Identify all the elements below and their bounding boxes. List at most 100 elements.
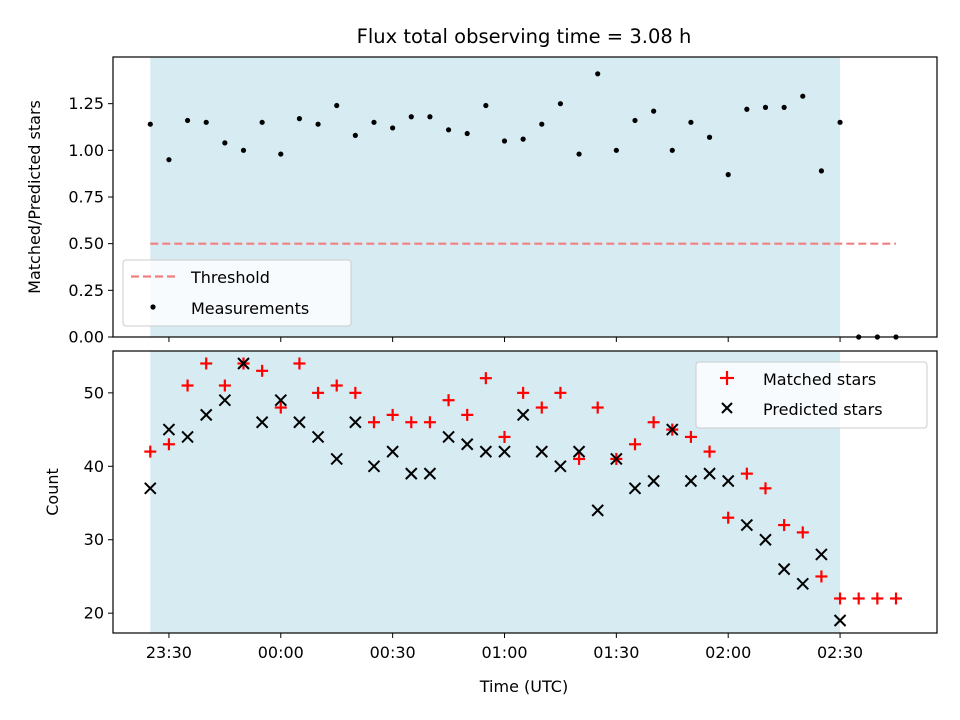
legend-measurements-swatch — [150, 304, 156, 310]
measurement-point — [408, 114, 414, 120]
top-panel: 0.00 0.25 0.50 0.75 1.00 1.25 Matched/Predict… — [25, 56, 938, 347]
predicted-star-point — [815, 548, 828, 561]
measurement-point — [595, 71, 601, 77]
bottom-y-tick-label: 50 — [84, 383, 104, 402]
top-y-tick-label: 1.00 — [68, 141, 104, 160]
x-tick-label: 01:30 — [593, 643, 639, 662]
measurement-point — [669, 147, 675, 153]
measurement-point — [222, 140, 228, 146]
predicted-star-point — [777, 562, 791, 576]
matched-star-point — [256, 364, 269, 377]
measurement-point — [334, 102, 340, 109]
predicted-star-point — [144, 482, 157, 495]
predicted-star-point — [833, 614, 847, 627]
legend-predicted-swatch — [721, 402, 733, 414]
measurement-point — [781, 104, 787, 110]
predicted-star-point — [666, 423, 679, 436]
measurement-point — [315, 121, 321, 127]
measurement-point — [632, 117, 638, 124]
predicted-star-point — [554, 460, 567, 473]
predicted-star-point — [610, 452, 623, 466]
matched-star-point — [218, 379, 231, 392]
matched-star-point — [647, 416, 660, 429]
predicted-star-point — [591, 504, 604, 517]
measurement-point — [166, 157, 172, 163]
predicted-star-point — [311, 430, 325, 444]
matched-star-point — [722, 511, 735, 524]
measurement-point — [445, 127, 452, 133]
matched-star-point — [740, 467, 753, 480]
predicted-star-point — [349, 416, 362, 429]
matched-star-point — [573, 452, 586, 465]
matched-star-point — [367, 416, 380, 429]
bottom-y-ticks: 20 30 40 50 — [84, 383, 113, 623]
measurement-point — [706, 134, 713, 140]
x-tick-label: 23:30 — [146, 643, 192, 662]
bottom-panel: 20 30 40 50 23:30 00:00 00:30 01:00 01:30 02:00 0… — [43, 350, 938, 696]
predicted-star-point — [237, 357, 250, 370]
matched-star-point — [405, 416, 418, 429]
predicted-star-point — [200, 408, 213, 422]
measurement-point — [296, 116, 303, 122]
x-tick-label: 00:00 — [258, 643, 304, 662]
legend-matched-label: Matched stars — [763, 370, 876, 389]
top-legend-box — [122, 259, 352, 327]
matched-star-point — [498, 430, 511, 443]
measurement-point — [501, 138, 508, 144]
measurement-point — [520, 136, 526, 142]
matched-star-point — [181, 379, 194, 392]
measurement-point — [147, 121, 153, 127]
legend-threshold-label: Threshold — [190, 268, 270, 287]
matched-star-point — [442, 394, 455, 407]
predicted-star-point — [572, 445, 586, 458]
measurement-point — [259, 119, 265, 125]
bottom-x-ticks: 23:30 00:00 00:30 01:00 01:30 02:00 02:30 — [146, 633, 863, 662]
predicted-star-point — [796, 577, 809, 591]
legend-predicted-label: Predicted stars — [763, 400, 883, 419]
matched-star-point — [852, 592, 865, 605]
top-legend: Threshold Measurements — [122, 259, 352, 327]
measurement-point — [390, 125, 396, 131]
matched-star-point — [834, 592, 847, 605]
matched-star-point — [628, 438, 641, 451]
top-y-axis-label: Matched/Predicted stars — [25, 100, 44, 294]
x-tick-label: 01:00 — [481, 643, 527, 662]
measurement-point — [613, 147, 619, 153]
predicted-star-point — [386, 445, 399, 458]
matched-star-point — [312, 386, 325, 399]
matched-star-point — [423, 416, 436, 429]
predicted-star-point — [647, 474, 660, 488]
measurement-point — [427, 114, 433, 120]
matched-star-point — [200, 357, 213, 370]
bottom-y-tick-label: 20 — [84, 604, 104, 623]
matched-star-point — [889, 592, 902, 605]
predicted-star-point — [461, 438, 474, 451]
predicted-star-point — [181, 430, 194, 444]
bottom-legend-box — [695, 361, 928, 429]
matched-star-point — [517, 386, 530, 399]
measurement-point — [837, 119, 843, 125]
predicted-star-point — [405, 467, 418, 480]
x-axis-label: Time (UTC) — [479, 677, 568, 696]
bottom-y-tick-label: 40 — [84, 457, 104, 476]
bottom-axes-frame — [112, 350, 938, 634]
x-tick-label: 02:00 — [705, 643, 751, 662]
measurement-point — [725, 172, 731, 178]
measurement-point — [744, 106, 750, 112]
legend-measurements-label: Measurements — [191, 299, 309, 318]
predicted-star-point — [628, 482, 642, 495]
predicted-star-point — [218, 393, 232, 407]
matched-star-point — [144, 445, 157, 458]
measurement-point — [576, 151, 582, 157]
matched-star-point — [479, 372, 492, 385]
legend-matched-swatch — [720, 371, 734, 385]
measurement-point — [278, 151, 284, 157]
predicted-star-point — [255, 416, 269, 429]
predicted-star-point — [684, 474, 698, 488]
predicted-star-point — [293, 416, 306, 429]
predicted-star-point — [703, 467, 716, 480]
matched-star-point — [386, 408, 399, 421]
matched-star-point — [759, 482, 772, 495]
measurement-point — [483, 102, 489, 109]
